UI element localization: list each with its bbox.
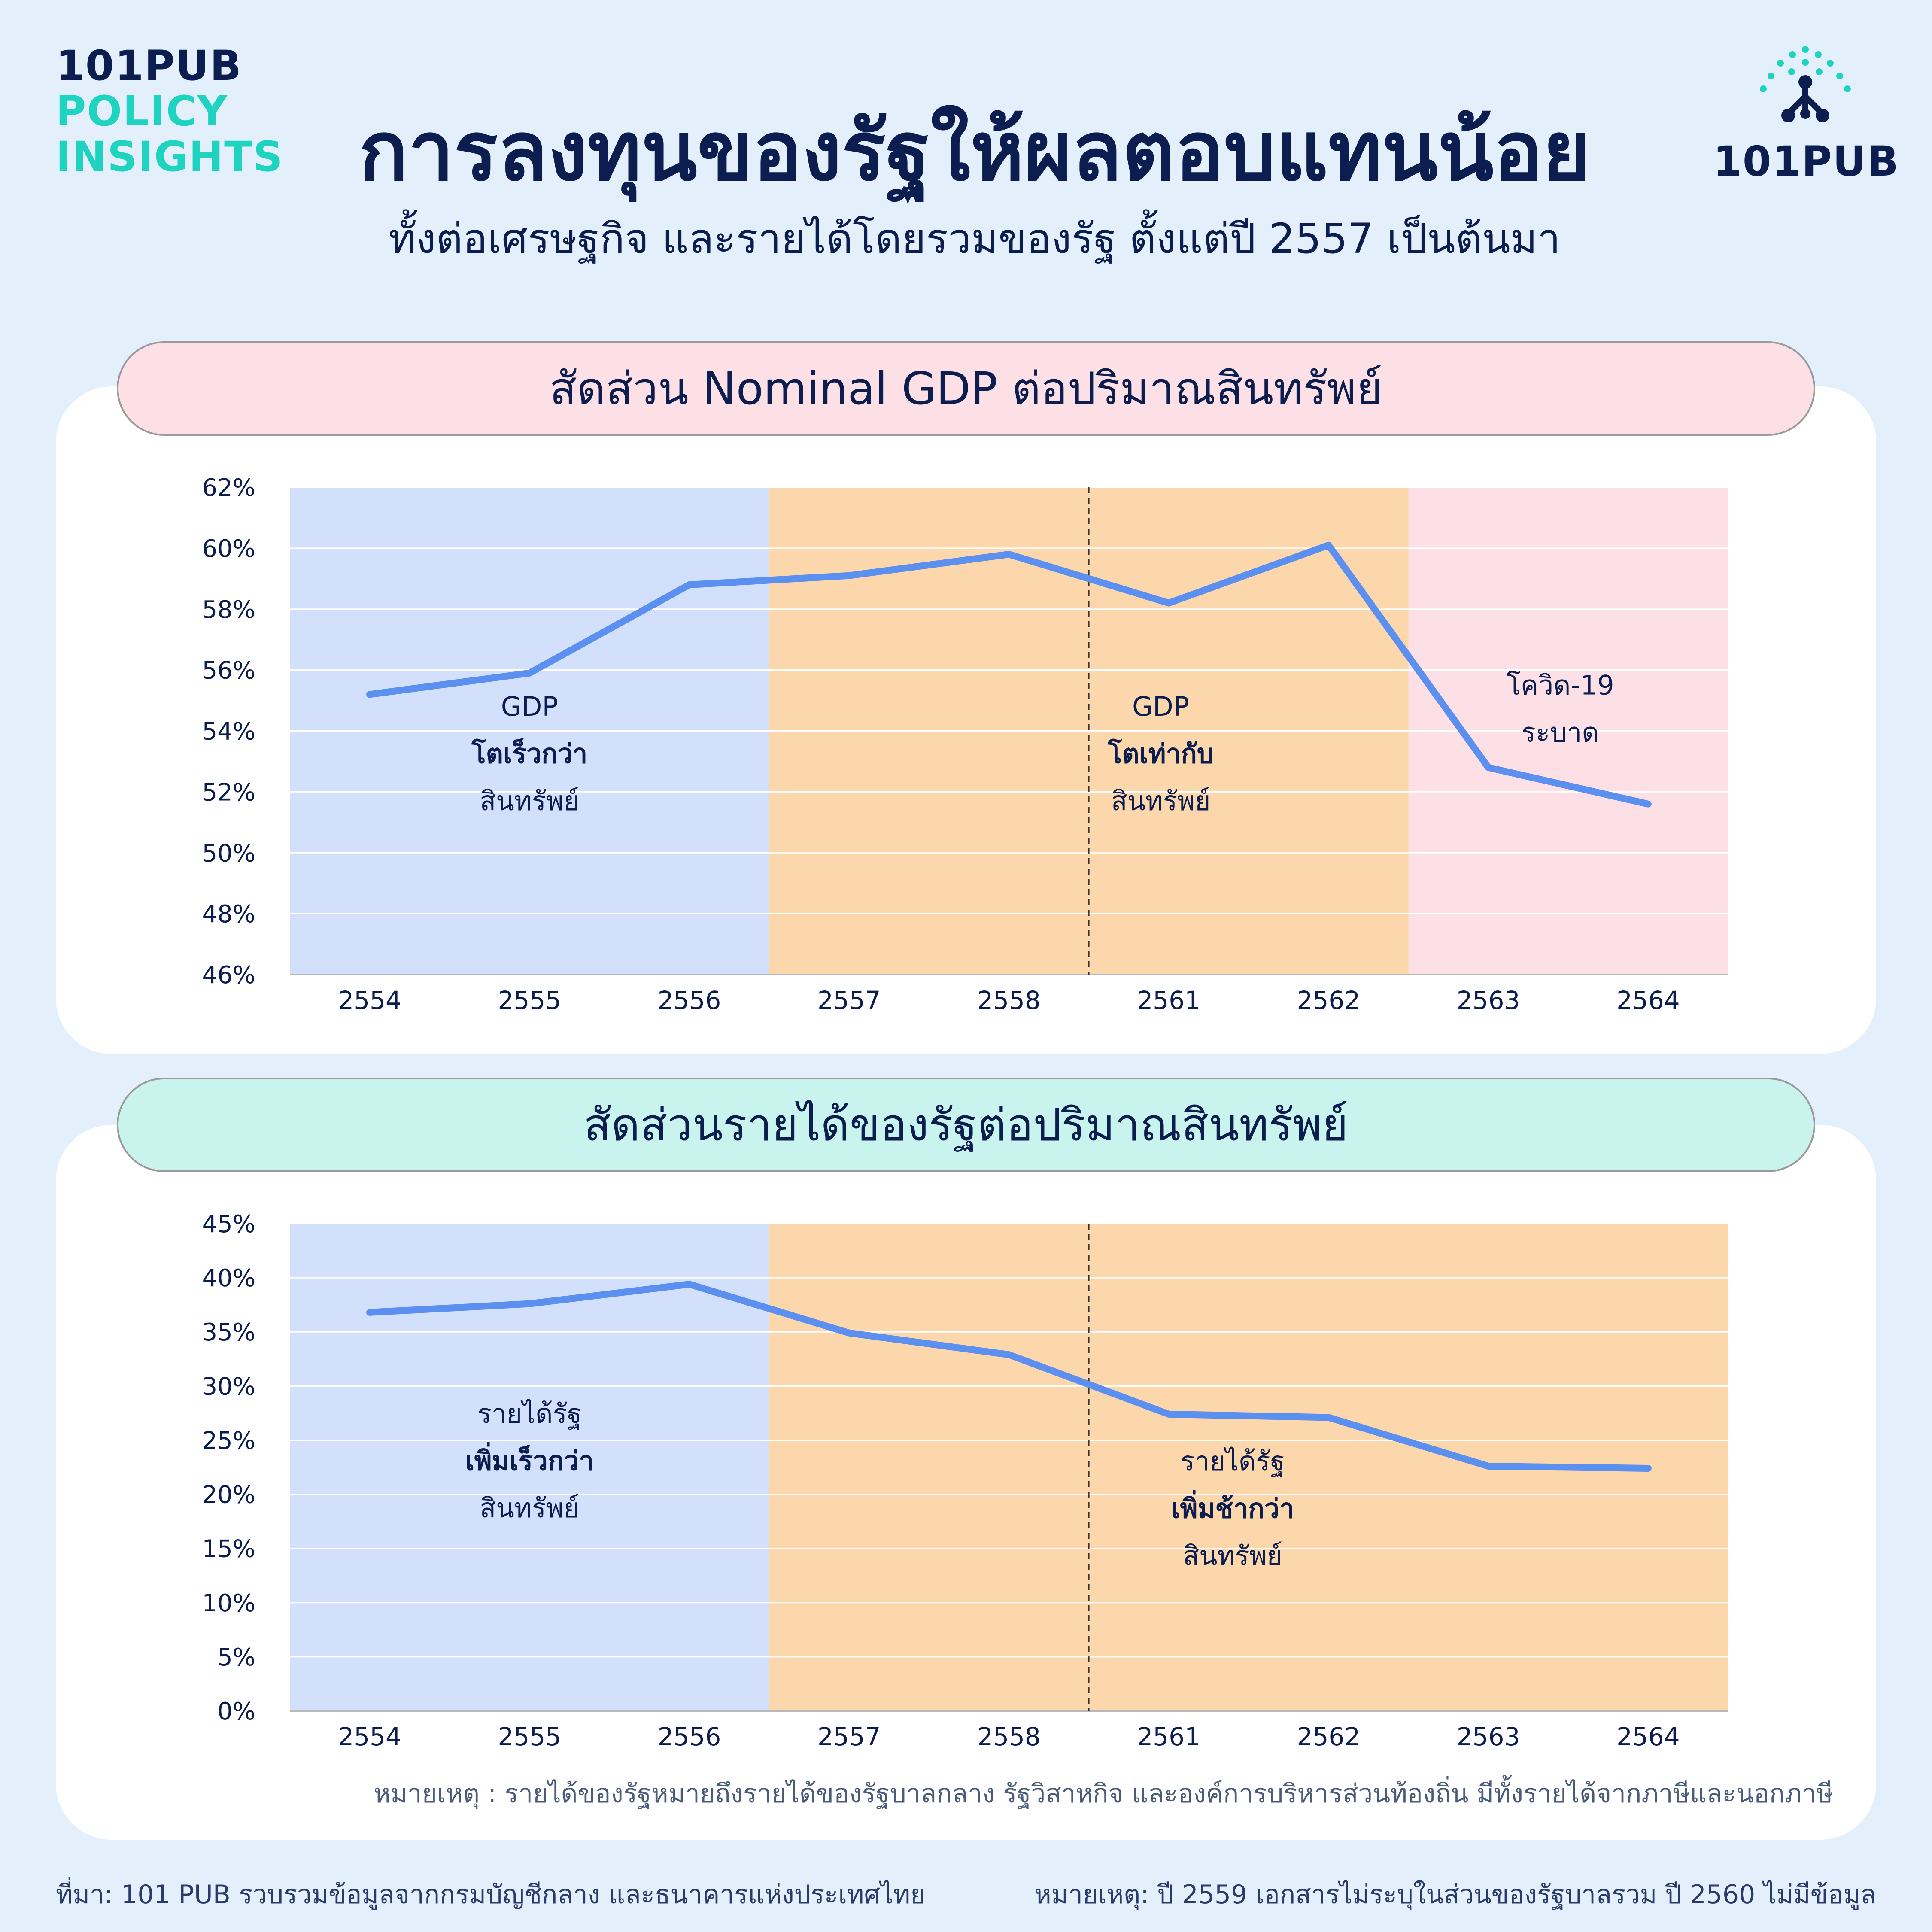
x-tick-label: 2562 — [1297, 1722, 1361, 1751]
data-point — [1327, 543, 1331, 547]
y-tick-label: 35% — [202, 1318, 255, 1346]
x-tick-label: 2562 — [1297, 986, 1361, 1015]
x-tick-label: 2556 — [658, 1722, 721, 1751]
x-tick-label: 2558 — [977, 1722, 1041, 1751]
page-title: การลงทุนของรัฐให้ผลตอบแทนน้อย — [358, 104, 1591, 199]
y-tick-label: 20% — [202, 1481, 255, 1509]
y-tick-label: 15% — [202, 1535, 255, 1563]
annotation-text: สินทรัพย์ — [1111, 785, 1211, 817]
y-tick-label: 10% — [202, 1589, 255, 1617]
y-tick-label: 54% — [202, 718, 255, 746]
gdp-asset-ratio-chart: 46% 48% 50% 52% 54% 56% 58% 60% 62% 2554 2555 2556 2… — [202, 474, 1728, 1015]
annotation-text: โตเท่ากับ — [1107, 738, 1214, 769]
brand-logo-right: 101PUB — [1713, 45, 1899, 185]
data-point — [1167, 601, 1171, 605]
annotation-text: เพิ่มช้ากว่า — [1171, 1490, 1294, 1524]
x-tick-label: 2557 — [817, 986, 881, 1015]
annotation-text: โควิด-19 — [1507, 669, 1614, 701]
data-point — [1646, 1467, 1650, 1470]
annotation-text: สินทรัพย์ — [480, 785, 580, 817]
y-tick-label: 45% — [202, 1210, 255, 1238]
brand-wordmark: 101PUB — [1713, 137, 1899, 185]
data-point — [1646, 802, 1650, 806]
annotation-text: สินทรัพย์ — [480, 1492, 580, 1524]
data-point — [1486, 1464, 1490, 1468]
brand-logo-left: 101PUB POLICY INSIGHTS — [56, 45, 284, 177]
x-tick-label: 2564 — [1616, 1722, 1680, 1751]
annotation-text: ระบาด — [1522, 717, 1599, 748]
data-point — [847, 1331, 851, 1335]
y-tick-label: 48% — [202, 900, 255, 928]
data-point — [1007, 553, 1011, 556]
data-point — [1007, 1353, 1011, 1357]
x-tick-label: 2554 — [338, 986, 401, 1015]
data-point — [687, 583, 691, 586]
brand-line-3: INSIGHTS — [56, 133, 284, 181]
x-tick-label: 2564 — [1616, 986, 1680, 1015]
data-point — [1486, 766, 1490, 769]
x-tick-label: 2561 — [1137, 986, 1200, 1015]
revenue-asset-ratio-chart: 0% 5% 10% 15% 20% 25% 30% 35% 40% 45% 2554 2555 2556… — [202, 1210, 1728, 1751]
annotation-text: รายได้รัฐ — [477, 1398, 582, 1430]
x-tick-label: 2563 — [1457, 986, 1520, 1015]
data-point — [528, 671, 532, 675]
data-point — [1327, 1416, 1331, 1419]
annotation-text: GDP — [501, 691, 558, 722]
annotation-text: รายได้รัฐ — [1180, 1446, 1285, 1477]
network-logo-icon — [1760, 46, 1851, 122]
y-tick-label: 52% — [202, 778, 255, 806]
x-tick-label: 2557 — [817, 1722, 881, 1751]
y-tick-label: 60% — [202, 535, 255, 563]
y-tick-label: 5% — [217, 1643, 255, 1671]
y-tick-label: 25% — [202, 1427, 255, 1455]
y-tick-label: 30% — [202, 1373, 255, 1400]
data-point — [1167, 1412, 1171, 1416]
y-tick-label: 46% — [202, 961, 255, 989]
y-tick-label: 56% — [202, 657, 255, 685]
annotation-text: โตเร็วกว่า — [471, 738, 587, 769]
annotation-text: GDP — [1132, 691, 1189, 722]
y-tick-label: 58% — [202, 596, 255, 624]
y-tick-label: 62% — [202, 474, 255, 502]
x-tick-label: 2555 — [498, 1722, 562, 1751]
chart1-title: สัดส่วน Nominal GDP ต่อปริมาณสินทรัพย์ — [117, 341, 1815, 436]
y-tick-label: 50% — [202, 839, 255, 867]
data-point — [847, 574, 851, 577]
source-note: ที่มา: 101 PUB รวบรวมข้อมูลจากกรมบัญชีกล… — [56, 1880, 926, 1910]
data-note: หมายเหตุ: ปี 2559 เอกสารไม่ระบุในส่วนของ… — [1034, 1880, 1876, 1910]
y-tick-label: 0% — [217, 1698, 255, 1725]
brand-line-2: POLICY — [56, 87, 228, 135]
data-point — [687, 1282, 691, 1286]
page-subtitle: ทั้งต่อเศรษฐกิจ และรายได้โดยรวมของรัฐ ตั… — [389, 215, 1561, 263]
data-point — [368, 693, 372, 696]
x-tick-label: 2555 — [498, 986, 562, 1015]
x-tick-label: 2563 — [1457, 1722, 1520, 1751]
brand-line-1: 101PUB — [56, 42, 242, 90]
x-tick-label: 2561 — [1137, 1722, 1200, 1751]
y-tick-label: 40% — [202, 1264, 255, 1292]
x-tick-label: 2558 — [977, 986, 1041, 1015]
data-point — [528, 1302, 532, 1306]
annotation-text: สินทรัพย์ — [1183, 1540, 1282, 1571]
chart2-title: สัดส่วนรายได้ของรัฐต่อปริมาณสินทรัพย์ — [117, 1078, 1815, 1172]
x-tick-label: 2556 — [658, 986, 721, 1015]
annotation-text: เพิ่มเร็วกว่า — [465, 1442, 594, 1476]
chart2-note: หมายเหตุ : รายได้ของรัฐหมายถึงรายได้ของร… — [373, 1779, 1833, 1809]
x-tick-label: 2554 — [338, 1722, 401, 1751]
data-point — [368, 1310, 372, 1314]
